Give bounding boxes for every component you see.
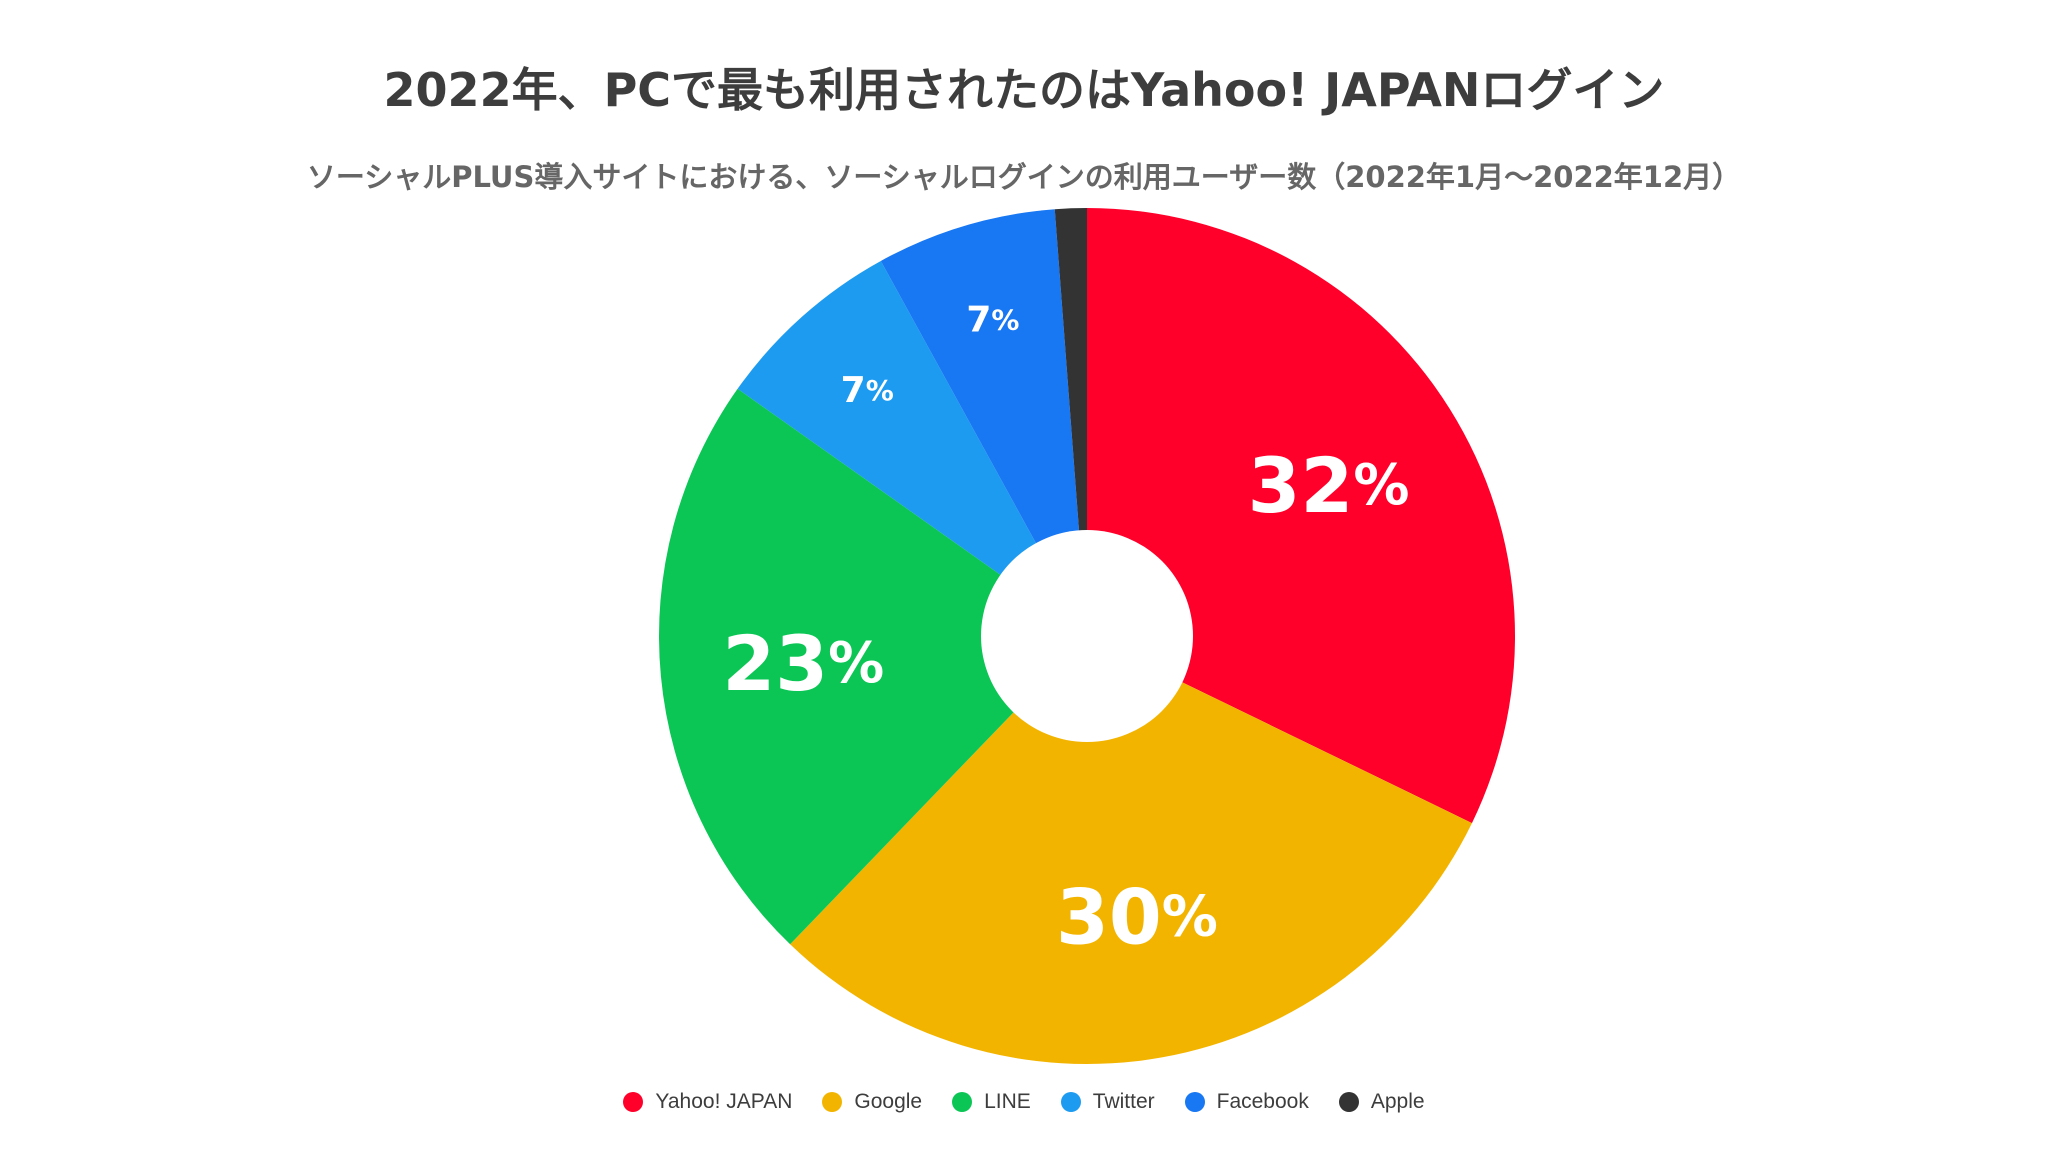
legend-label: Google <box>854 1090 923 1113</box>
legend-swatch <box>1338 1092 1359 1112</box>
pie-slice-google <box>790 636 1472 1065</box>
legend-label: Twitter <box>1092 1090 1155 1113</box>
legend-item-yahoo-japan[interactable]: Yahoo! JAPAN <box>623 1090 792 1114</box>
legend-swatch <box>1060 1092 1081 1112</box>
chart-subtitle: ソーシャルPLUS導入サイトにおける、ソーシャルログインの利用ユーザー数（202… <box>306 160 1742 194</box>
pie-slice-facebook <box>880 209 1087 636</box>
legend-label: LINE <box>984 1090 1031 1113</box>
legend-label: Facebook <box>1216 1090 1309 1113</box>
legend-item-twitter[interactable]: Twitter <box>1060 1090 1155 1114</box>
legend-item-apple[interactable]: Apple <box>1338 1090 1425 1114</box>
legend-label: Apple <box>1370 1090 1425 1113</box>
legend-item-google[interactable]: Google <box>822 1090 922 1114</box>
donut-hole <box>981 530 1193 742</box>
data-label-line: 23% <box>722 618 884 707</box>
pie-slice-apple <box>1054 208 1087 636</box>
chart-title: 2022年、PCで最も利用されたのはYahoo! JAPANログイン <box>383 63 1665 117</box>
pie-slice-yahoo-japan <box>1087 208 1516 824</box>
legend-item-line[interactable]: LINE <box>952 1090 1031 1114</box>
data-label-twitter: 7% <box>841 369 894 410</box>
legend-swatch <box>822 1092 843 1112</box>
legend-swatch <box>1184 1092 1205 1112</box>
legend-item-facebook[interactable]: Facebook <box>1184 1090 1309 1114</box>
pie-slice-line <box>659 388 1087 945</box>
chart-legend: Yahoo! JAPAN Google LINE Twitter Facebook App… <box>0 1090 2048 1114</box>
legend-label: Yahoo! JAPAN <box>655 1090 793 1113</box>
legend-swatch <box>952 1092 973 1112</box>
pie-slice-twitter <box>737 260 1087 636</box>
data-label-yahoo-japan: 32% <box>1248 440 1410 529</box>
legend-swatch <box>623 1092 644 1112</box>
data-label-facebook: 7% <box>966 299 1019 340</box>
data-label-google: 30% <box>1056 872 1218 961</box>
